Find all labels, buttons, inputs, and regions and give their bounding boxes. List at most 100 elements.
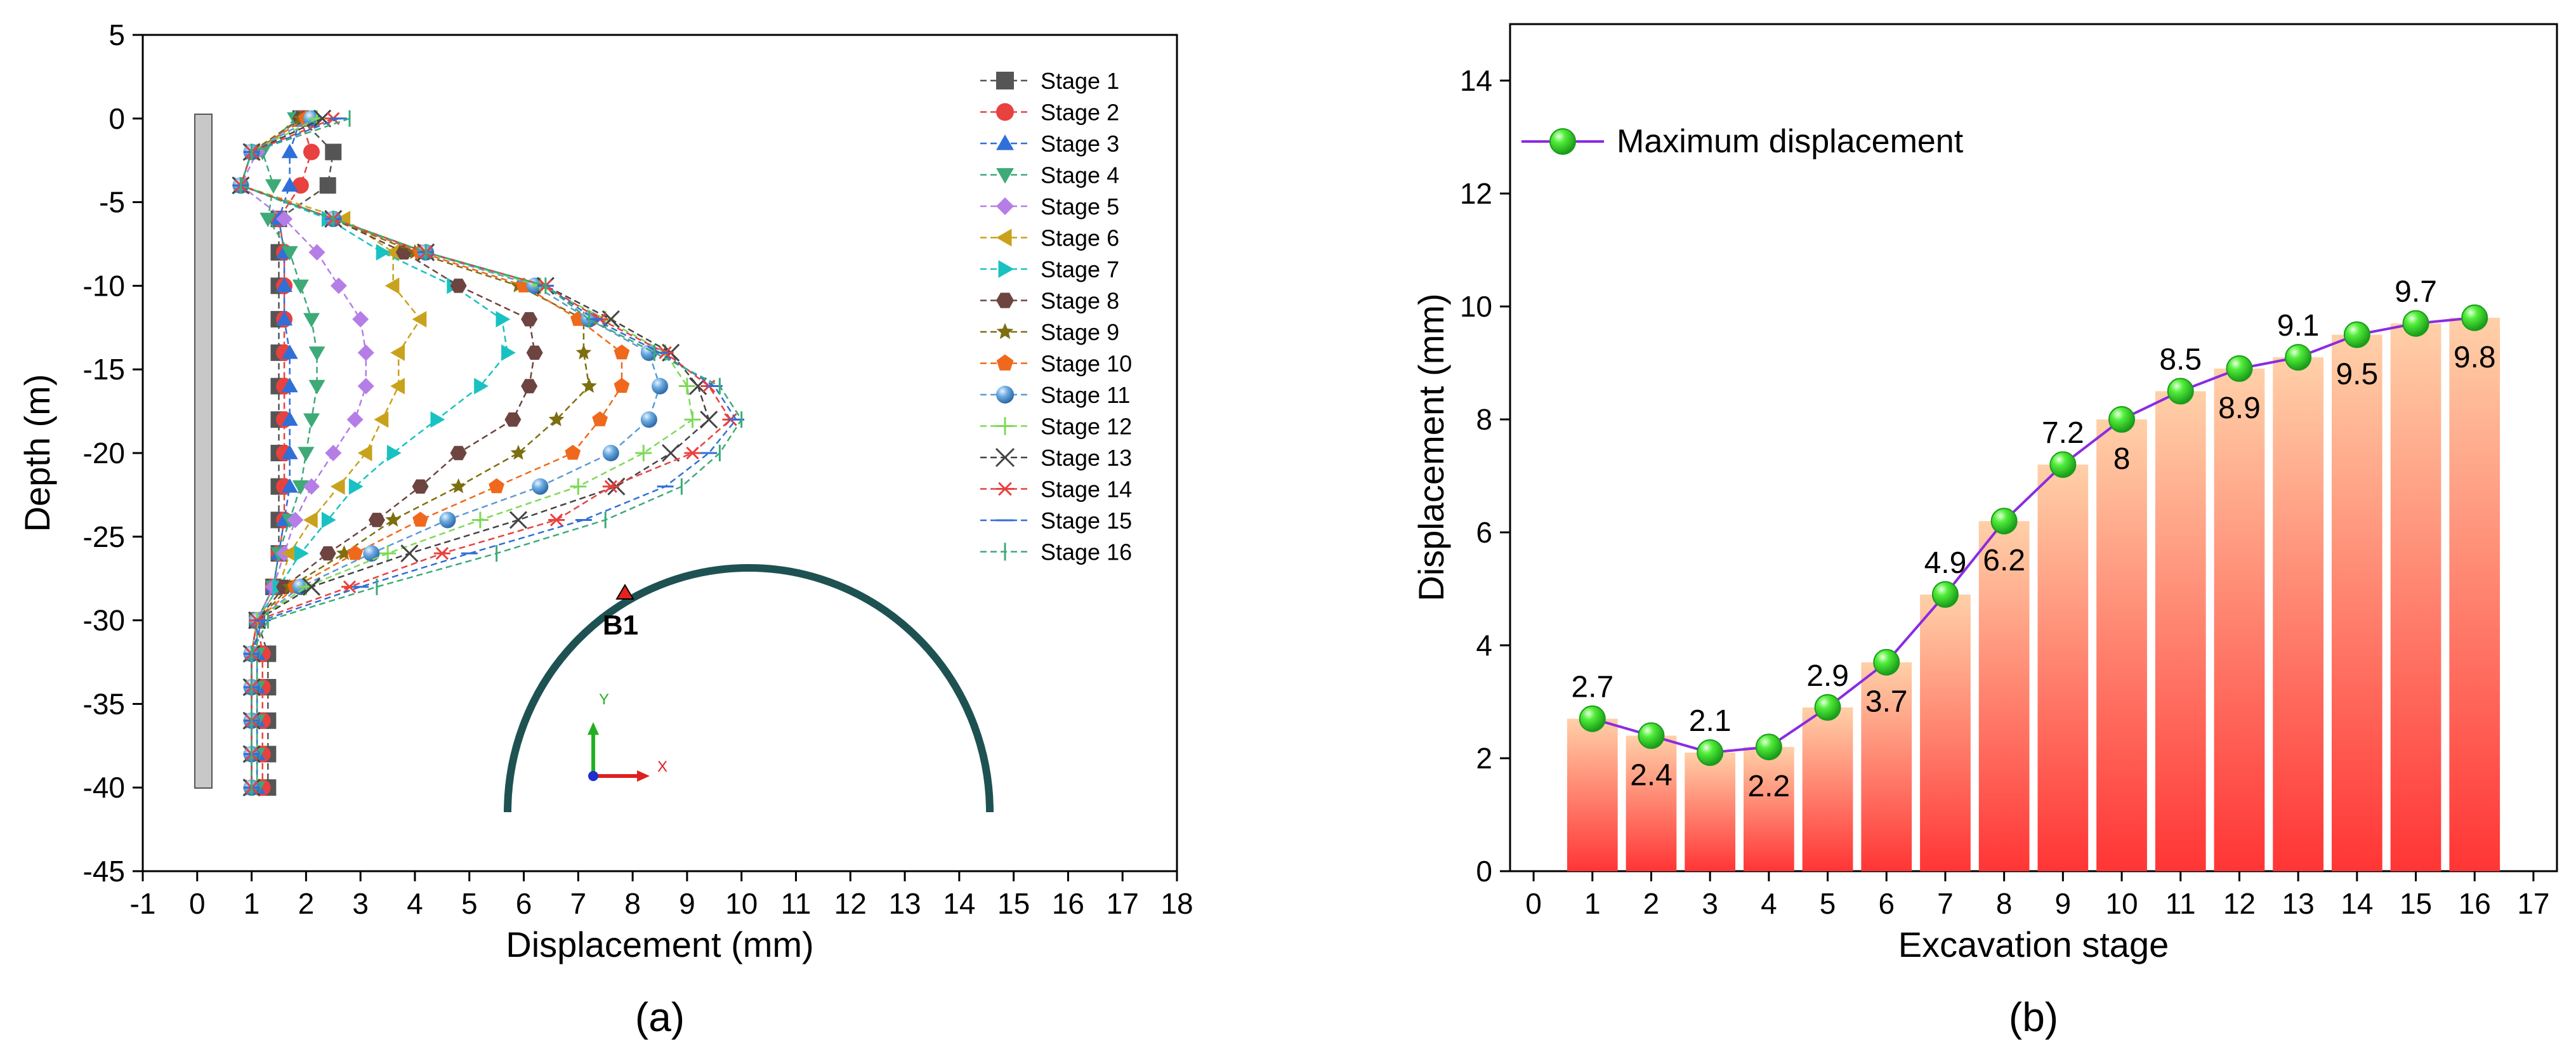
data-point (700, 411, 718, 429)
data-point (450, 279, 467, 293)
panel-a-x-tick-label: 5 (461, 887, 478, 920)
data-point (302, 577, 321, 596)
panel-b-line (1579, 304, 2488, 766)
data-point (602, 445, 619, 461)
panel-a-x-tick-label: 13 (888, 887, 921, 920)
data-point (510, 445, 527, 460)
bar (2449, 317, 2500, 871)
data-point (276, 210, 293, 227)
data-label: 2.7 (1571, 671, 1613, 704)
data-point (640, 411, 657, 428)
data-point (385, 511, 401, 527)
bar (1861, 662, 1912, 871)
data-point (565, 445, 581, 460)
data-label: 7.2 (2042, 416, 2084, 450)
panel-a-x-tick-label: 18 (1160, 887, 1193, 920)
panel-b-x-tick-label: 10 (2105, 887, 2138, 920)
data-label: 9.5 (2336, 358, 2378, 391)
legend-entry: Stage 5 (980, 194, 1119, 220)
max-displacement-point (2167, 378, 2194, 405)
legend-entry: Stage 1 (980, 68, 1119, 94)
panel-b-x-tick-label: 6 (1878, 887, 1895, 920)
panel-b-y-tick-label: 12 (1460, 177, 1492, 210)
panel-a-y-tick-label: -5 (99, 186, 125, 219)
panel-b-data-labels: 2.7 2.4 2.1 2.2 2.9 3.7 4.9 6.2 7.2 8 8.5 8.9 9.1 9.5… (1571, 275, 2495, 803)
data-point (684, 446, 701, 460)
data-point (308, 379, 325, 395)
data-point (548, 411, 565, 426)
data-point (319, 177, 336, 194)
panel-a-y-tick-label: -45 (83, 855, 125, 888)
panel-b-y-tick-label: 0 (1476, 855, 1492, 888)
panel-a: -1 0 1 2 3 4 5 6 7 8 9 10 11 12 13 14 15 16 17 1850-5-10-15… (17, 18, 1193, 1040)
panel-a-x-tick-label: 15 (997, 887, 1030, 920)
coordinate-axes-icon: Y X (588, 691, 667, 782)
legend-label: Stage 10 (1041, 351, 1132, 377)
data-point (374, 411, 389, 428)
panel-b-x-tick-label: 16 (2459, 887, 2491, 920)
panel-b-legend: Maximum displacement (1521, 123, 1964, 160)
data-point (509, 511, 528, 529)
data-point (532, 478, 549, 495)
panel-a-y-tick-label: 0 (108, 102, 125, 135)
legend-label: Stage 9 (1041, 319, 1119, 345)
panel-a-x-tick-label: 10 (725, 887, 758, 920)
data-point (575, 344, 592, 360)
legend-marker (1549, 128, 1576, 155)
panel-b-x-tick-label: 0 (1525, 887, 1542, 920)
bar (2273, 357, 2323, 871)
data-point (281, 411, 298, 426)
data-point (265, 179, 282, 194)
panel-b-y-tick-label: 14 (1460, 64, 1492, 97)
data-point (281, 445, 298, 459)
data-point (412, 311, 427, 328)
legend-label: Stage 7 (1041, 256, 1119, 282)
data-point (496, 311, 511, 328)
data-label: 2.9 (1806, 659, 1849, 693)
max-displacement-point (1873, 648, 1900, 676)
data-label: 6.2 (1983, 544, 2025, 577)
data-label: 9.8 (2454, 341, 2496, 374)
data-point (352, 311, 369, 328)
data-label: 8.9 (2218, 391, 2261, 425)
data-point (287, 511, 304, 529)
bar (2214, 368, 2265, 871)
data-label: 9.1 (2277, 309, 2320, 343)
legend-marker (996, 482, 1014, 496)
data-point (450, 445, 467, 461)
legend-marker (996, 323, 1014, 339)
panel-b-x-tick-label: 1 (1584, 887, 1601, 920)
panel-b-x-tick-label: 8 (1996, 887, 2013, 920)
legend-marker (996, 103, 1014, 121)
data-point (357, 378, 374, 395)
data-point (602, 480, 619, 493)
panel-b-bars (1567, 317, 2500, 871)
legend-marker (996, 72, 1014, 89)
data-point (281, 344, 298, 359)
legend-label: Maximum displacement (1617, 123, 1964, 160)
legend-label: Stage 1 (1041, 68, 1119, 94)
panel-a-y-axis-label: Depth (m) (17, 374, 57, 532)
data-point (471, 511, 489, 529)
panel-a-x-tick-label: 8 (624, 887, 641, 920)
panel-a-x-tick-label: 3 (352, 887, 369, 920)
panel-b-x-tick-label: 3 (1702, 887, 1718, 920)
axis-x-icon-label: X (657, 758, 667, 775)
max-displacement-point (1697, 739, 1724, 766)
legend-entry: Stage 2 (980, 100, 1119, 126)
legend-entry: Stage 12 (980, 414, 1132, 440)
bar (1978, 521, 2030, 871)
data-point (260, 213, 277, 227)
legend-label: Stage 4 (1041, 162, 1119, 188)
legend-entry: Stage 9 (980, 319, 1119, 345)
data-point (384, 244, 400, 261)
series-line (256, 117, 334, 788)
legend-label: Stage 13 (1041, 445, 1132, 471)
data-point (412, 479, 429, 494)
max-displacement-point (1579, 705, 1606, 732)
data-point (400, 544, 419, 563)
panel-b-x-tick-label: 9 (2055, 887, 2072, 920)
data-point (379, 545, 397, 562)
